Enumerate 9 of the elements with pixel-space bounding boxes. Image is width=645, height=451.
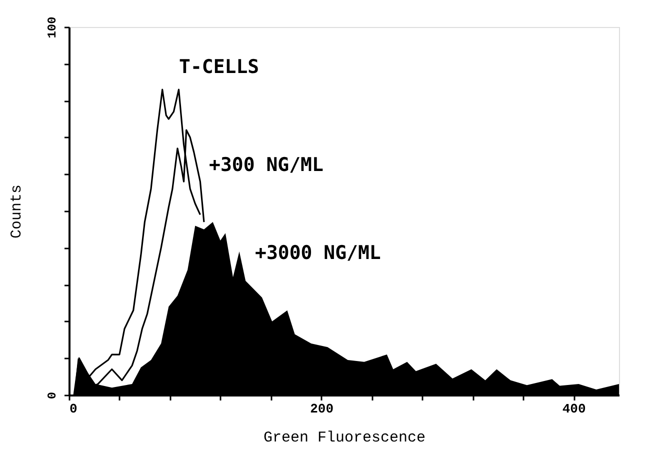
x-tick-label: 0 [70,402,78,416]
series-label: +300 NG/ML [209,154,324,176]
x-tick-label: 400 [562,402,586,416]
series-label: +3000 NG/ML [255,242,381,264]
x-axis-title: Green Fluorescence [263,430,426,446]
y-axis-title: Counts [8,184,26,239]
x-tick-label: 200 [310,402,334,416]
y-tick-label: 100 [46,16,60,38]
series-label: T-CELLS [179,56,260,78]
